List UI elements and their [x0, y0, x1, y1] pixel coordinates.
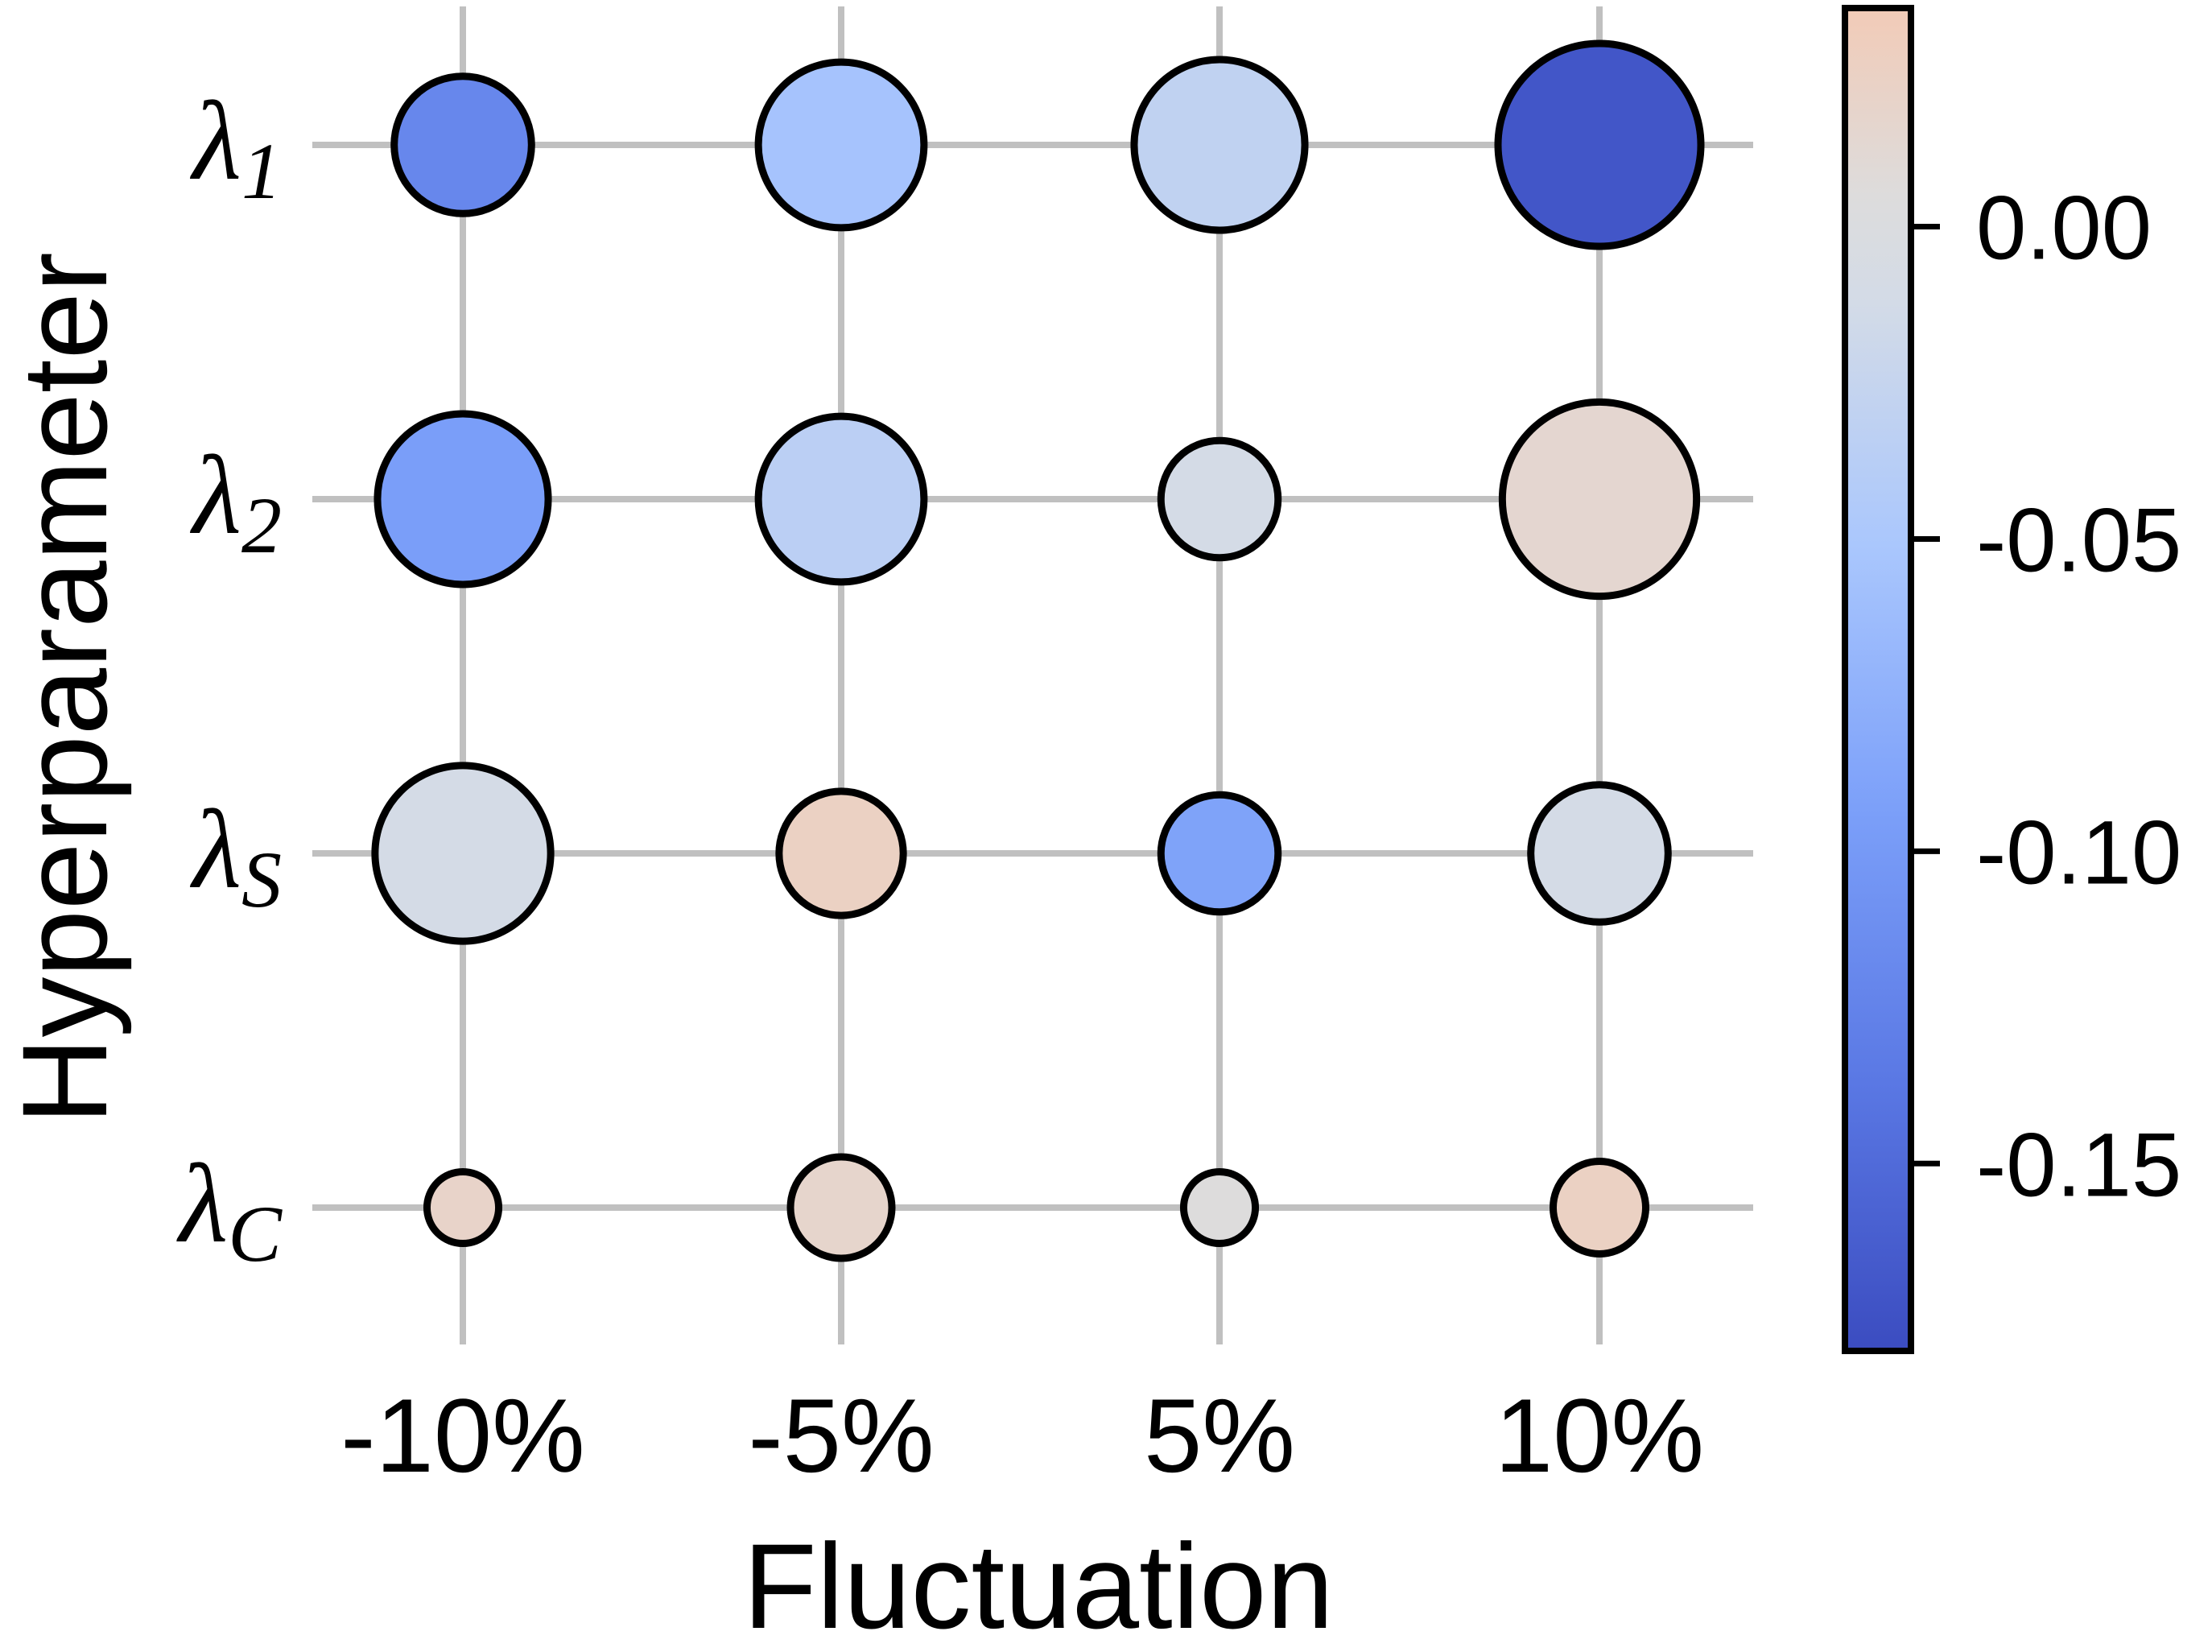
- bubble: [390, 72, 535, 217]
- bubble: [786, 1153, 896, 1262]
- colorbar: 0.00 -0.05 -0.10 -0.15: [1842, 5, 2181, 1354]
- y-tick-label: λS: [189, 787, 282, 924]
- y-tick-label: λC: [176, 1142, 283, 1278]
- bubble: [1157, 436, 1282, 562]
- x-tick-label: -10%: [340, 1377, 584, 1494]
- colorbar-tick-label: -0.10: [1976, 802, 2181, 902]
- y-tick-label: λ1: [189, 79, 282, 216]
- bubble: [423, 1167, 503, 1248]
- bubble: [1527, 781, 1672, 926]
- colorbar-tick-label: -0.15: [1976, 1114, 2181, 1215]
- y-tick-labels: λ1 λ2 λS λC: [176, 79, 283, 1278]
- bubble: [1549, 1157, 1650, 1258]
- x-tick-label: 5%: [1144, 1377, 1295, 1494]
- colorbar-tick-label: -0.05: [1976, 489, 2181, 590]
- bubbles: [371, 39, 1705, 1262]
- x-tick-label: 10%: [1495, 1377, 1704, 1494]
- bubble: [1130, 56, 1309, 234]
- bubble: [373, 410, 552, 589]
- colorbar-tick-label: 0.00: [1976, 178, 2152, 279]
- bubble: [754, 58, 928, 232]
- bubble: [1498, 398, 1701, 601]
- bubble: [1179, 1167, 1260, 1248]
- x-axis-title: Fluctuation: [743, 1518, 1334, 1652]
- y-tick-label: λ2: [189, 433, 282, 570]
- bubble: [754, 412, 928, 586]
- colorbar-bar: [1842, 5, 1914, 1354]
- bubble: [371, 762, 555, 945]
- y-axis-title: Hyperparameter: [0, 252, 132, 1125]
- bubble: [1494, 39, 1705, 250]
- bubble: [775, 787, 907, 919]
- x-tick-label: -5%: [748, 1377, 934, 1494]
- x-tick-labels: -10% -5% 5% 10%: [340, 1377, 1704, 1494]
- bubble: [1157, 791, 1282, 916]
